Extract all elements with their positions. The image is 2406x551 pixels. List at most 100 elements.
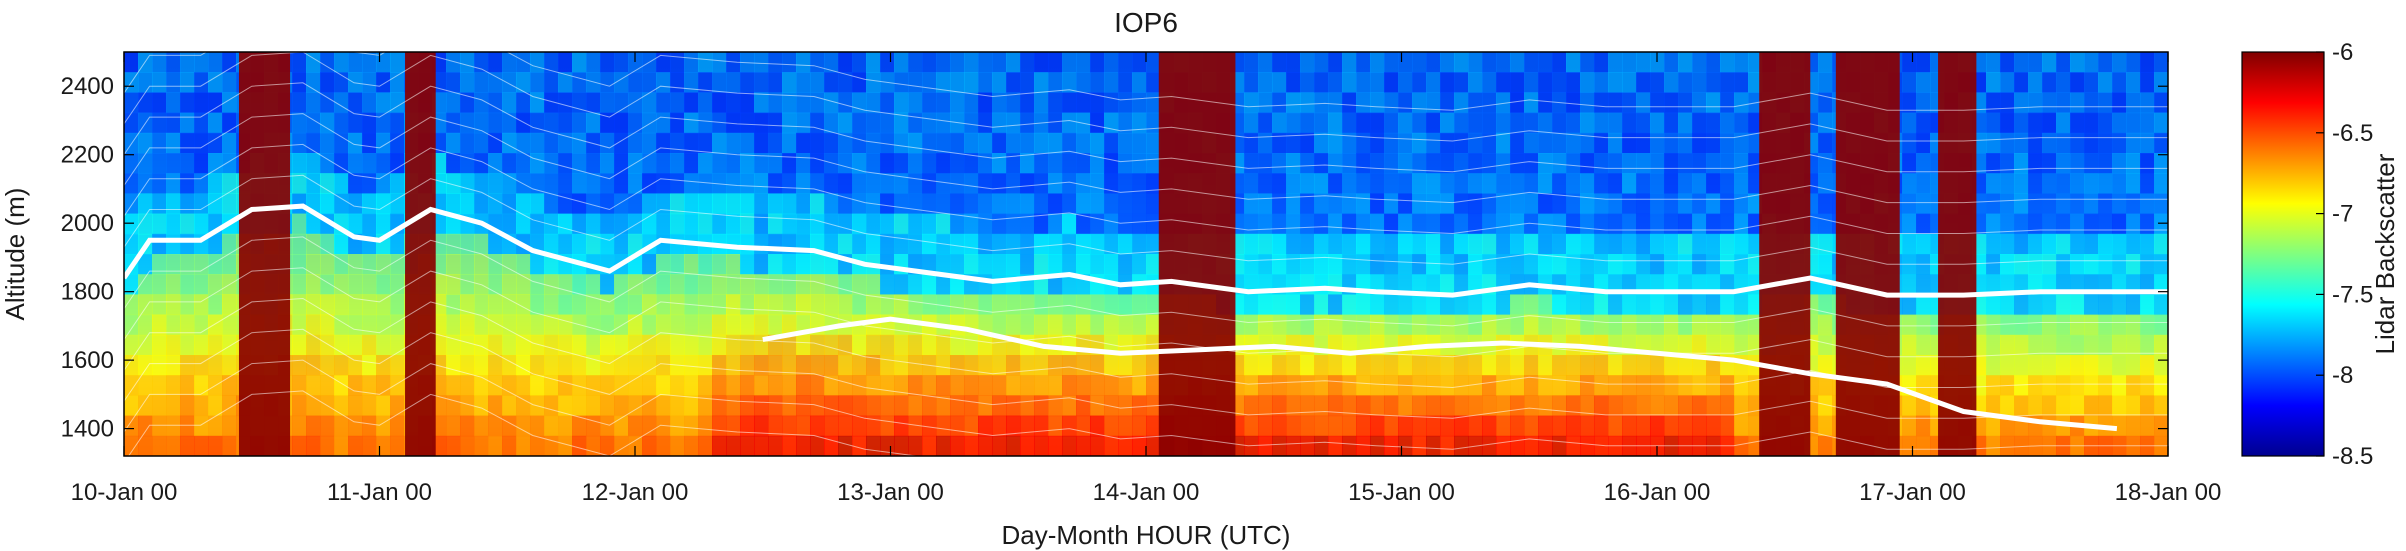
heatmap-cell	[978, 193, 993, 215]
heatmap-cell	[1468, 193, 1483, 215]
heatmap-cell	[166, 92, 181, 114]
heatmap-cell	[950, 173, 965, 194]
heatmap-cell	[292, 112, 307, 134]
heatmap-cell	[1510, 415, 1525, 437]
heatmap-cell	[740, 415, 755, 437]
heatmap-cell	[334, 254, 349, 275]
heatmap-cell	[768, 193, 783, 215]
heatmap-cell	[1426, 92, 1441, 114]
heatmap-cell	[474, 72, 489, 93]
heatmap-cell	[208, 314, 223, 336]
heatmap-cell	[712, 334, 727, 356]
heatmap-cell	[754, 415, 769, 437]
heatmap-cell	[1748, 193, 1763, 215]
heatmap-cell	[1916, 314, 1931, 336]
heatmap-cell	[2056, 375, 2071, 396]
heatmap-cell	[222, 254, 237, 275]
heatmap-cell	[1608, 132, 1623, 154]
heatmap-cell	[614, 415, 629, 437]
heatmap-cell	[1286, 72, 1301, 93]
heatmap-cell	[2014, 294, 2029, 316]
contour-line	[128, 390, 920, 456]
heatmap-cell	[306, 334, 321, 356]
heatmap-cell	[208, 435, 223, 456]
heatmap-cell	[152, 355, 167, 376]
heatmap-cell	[796, 213, 811, 235]
heatmap-cell	[824, 92, 839, 114]
heatmap-cell	[2056, 112, 2071, 134]
heatmap-cell	[334, 395, 349, 417]
heatmap-cell	[1650, 314, 1665, 336]
heatmap-cell	[600, 52, 615, 73]
heatmap-cell	[1132, 314, 1147, 336]
heatmap-cell	[2112, 92, 2127, 114]
heatmap-cell	[1818, 375, 1833, 396]
heatmap-cell	[2112, 375, 2127, 396]
heatmap-cell	[2140, 92, 2155, 114]
heatmap-cell	[1398, 233, 1413, 255]
heatmap-cell	[334, 112, 349, 134]
heatmap-cell	[1048, 314, 1063, 336]
heatmap-cell	[138, 314, 153, 336]
heatmap-cell	[530, 274, 545, 295]
heatmap-cell	[1524, 254, 1539, 275]
heatmap-cell	[1552, 132, 1567, 154]
heatmap-cell	[1622, 213, 1637, 235]
heatmap-cell	[2140, 334, 2155, 356]
heatmap-cell	[1272, 72, 1287, 93]
heatmap-cell	[1622, 132, 1637, 154]
heatmap-cell	[1594, 213, 1609, 235]
heatmap-cell	[1146, 193, 1161, 215]
heatmap-cell	[1748, 153, 1763, 174]
heatmap-cell	[530, 72, 545, 93]
heatmap-cell	[124, 52, 139, 73]
heatmap-cell	[1062, 153, 1077, 174]
heatmap-cell	[1524, 415, 1539, 437]
heatmap-cell	[1286, 254, 1301, 275]
heatmap-cell	[138, 72, 153, 93]
heatmap-cell	[2140, 294, 2155, 316]
heatmap-cell	[1370, 92, 1385, 114]
heatmap-cell	[1594, 92, 1609, 114]
heatmap-cell	[1482, 435, 1497, 456]
heatmap-cell	[2000, 395, 2015, 417]
heatmap-cell	[2000, 193, 2015, 215]
heatmap-cell	[698, 153, 713, 174]
heatmap-cell	[1272, 435, 1287, 456]
heatmap-cell	[1034, 375, 1049, 396]
heatmap-cell	[992, 173, 1007, 194]
heatmap-cell	[754, 233, 769, 255]
heatmap-cell	[600, 92, 615, 114]
heatmap-cell	[1552, 173, 1567, 194]
heatmap-cell	[1524, 314, 1539, 336]
heatmap-cell	[1580, 153, 1595, 174]
heatmap-cell	[670, 132, 685, 154]
heatmap-cell	[1636, 375, 1651, 396]
heatmap-cell	[1818, 415, 1833, 437]
heatmap-cell	[1482, 375, 1497, 396]
heatmap-cell	[586, 314, 601, 336]
heatmap-cell	[1986, 334, 2001, 356]
heatmap-cell	[1734, 213, 1749, 235]
heatmap-cell	[292, 274, 307, 295]
heatmap-cell	[180, 132, 195, 154]
heatmap-cell	[740, 355, 755, 376]
heatmap-cell	[474, 415, 489, 437]
heatmap-cell	[2070, 355, 2085, 376]
heatmap-cell	[1132, 92, 1147, 114]
heatmap-cell	[1146, 92, 1161, 114]
heatmap-cell	[152, 334, 167, 356]
heatmap-cell	[684, 254, 699, 275]
heatmap-cell	[460, 173, 475, 194]
heatmap-cell	[1720, 395, 1735, 417]
heatmap-cell	[502, 395, 517, 417]
heatmap-cell	[376, 112, 391, 134]
heatmap-cell	[1034, 355, 1049, 376]
heatmap-cell	[1426, 415, 1441, 437]
heatmap-cell	[782, 132, 797, 154]
heatmap-cell	[2126, 132, 2141, 154]
heatmap-cell	[2028, 395, 2043, 417]
heatmap-cell	[180, 193, 195, 215]
heatmap-cell	[1692, 395, 1707, 417]
heatmap-cell	[684, 132, 699, 154]
